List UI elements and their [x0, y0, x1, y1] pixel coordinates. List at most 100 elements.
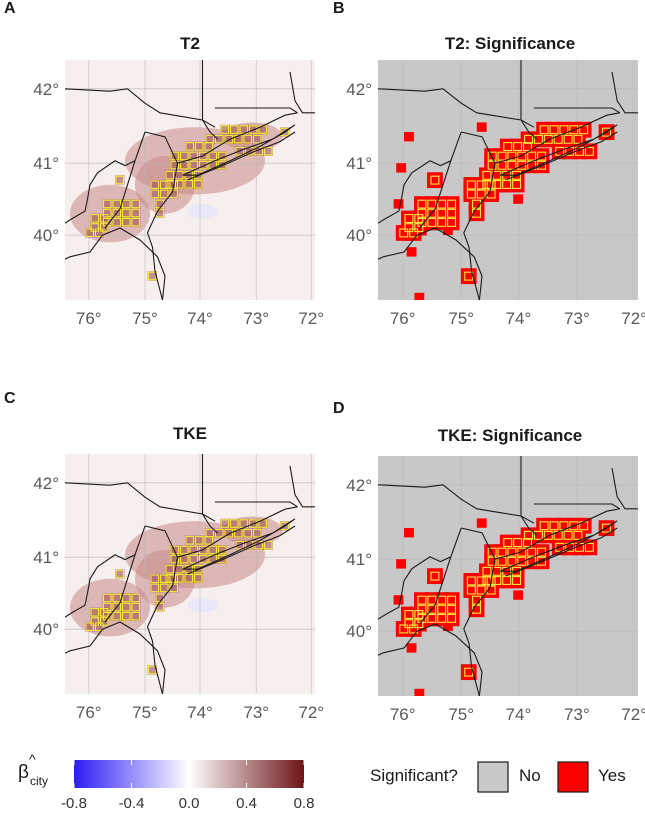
urban-cell-outline — [573, 134, 583, 144]
urban-cell-outline — [476, 189, 486, 199]
effect-cell — [121, 602, 131, 612]
urban-cell-outline — [115, 175, 125, 185]
state-boundary — [520, 60, 537, 140]
effect-cell — [112, 593, 122, 603]
effect-cell — [99, 222, 109, 233]
urban-cell-outline — [539, 125, 549, 135]
significant-cell — [396, 163, 407, 173]
urban-cell-outline — [430, 571, 440, 581]
state-boundary — [520, 456, 537, 536]
effect-cell — [170, 545, 180, 555]
effect-cell — [159, 574, 169, 584]
effect-cell — [121, 199, 131, 209]
urban-cell-outline — [404, 214, 414, 224]
urban-cell-outline — [159, 583, 169, 593]
urban-cell-outline — [399, 624, 409, 634]
urban-cell-outline — [437, 595, 447, 605]
effect-cell — [115, 175, 125, 185]
urban-cell-outline — [94, 228, 104, 238]
urban-cell-outline — [90, 223, 100, 232]
urban-cell-outline — [280, 521, 290, 531]
urban-cell-outline — [121, 217, 131, 227]
urban-cell-outline — [417, 604, 427, 614]
legend-label-yes: Yes — [598, 766, 626, 785]
panel-title-b: T2: Significance — [444, 34, 576, 53]
colorbar-label-subscript: city — [30, 774, 48, 788]
urban-cell-outline — [569, 125, 579, 135]
effect-cell — [99, 616, 109, 627]
effect-cell — [217, 160, 227, 170]
effect-cell — [179, 160, 189, 170]
urban-cell-outline — [513, 142, 523, 152]
urban-cell-outline — [437, 208, 447, 218]
urban-cell-outline — [90, 608, 100, 617]
urban-cell-outline — [482, 566, 492, 576]
urban-cell-outline — [533, 530, 543, 540]
coastline — [65, 227, 166, 300]
urban-cell-outline — [194, 142, 204, 151]
state-boundary — [378, 527, 462, 620]
significant-cell — [393, 595, 404, 605]
map-plot-area — [65, 454, 315, 694]
urban-cell-outline — [99, 608, 109, 617]
urban-cell-outline — [507, 556, 517, 566]
urban-cell-outline — [224, 528, 234, 538]
panel-label-c: C — [4, 390, 16, 407]
effect-cell — [233, 528, 243, 538]
urban-cell-outline — [184, 179, 194, 189]
state-boundary — [494, 112, 620, 164]
effect-cell — [252, 528, 262, 538]
y-tick-label: 40° — [33, 226, 59, 245]
state-boundary — [461, 527, 496, 696]
urban-cell-outline — [569, 521, 579, 531]
y-tick-label: 41° — [346, 154, 372, 173]
panel-title-d: TKE: Significance — [437, 426, 583, 445]
effect-cell — [131, 593, 141, 603]
urban-cell-outline — [170, 151, 180, 161]
effect-cell — [204, 141, 214, 152]
urban-cell-outline — [243, 528, 253, 538]
urban-cell-outline — [217, 160, 227, 170]
state-boundary — [201, 60, 218, 140]
significant-cell — [443, 621, 453, 631]
state-boundary — [378, 131, 462, 224]
urban-cell-outline — [487, 160, 497, 170]
state-boundary — [104, 160, 136, 229]
y-tick-label: 42° — [33, 80, 59, 99]
effect-cell — [258, 518, 268, 529]
urban-cell-outline — [229, 125, 239, 134]
urban-cell-outline — [102, 593, 112, 603]
colorbar-tick-label: 0.4 — [236, 795, 257, 812]
urban-cell-outline — [487, 556, 497, 566]
state-boundary — [494, 508, 620, 560]
urban-cell-outline — [131, 602, 141, 612]
urban-cell-outline — [170, 545, 180, 555]
urban-cell-outline — [409, 228, 419, 238]
significant-cell — [476, 518, 487, 528]
effect-cell — [263, 146, 273, 156]
urban-cell-outline — [537, 160, 547, 170]
y-tick-label: 40° — [346, 226, 372, 245]
effect-cell — [217, 554, 227, 564]
urban-cell-outline — [507, 547, 517, 557]
y-tick-label: 41° — [33, 548, 59, 567]
urban-cell-outline — [112, 199, 122, 209]
urban-cell-outline — [229, 519, 239, 528]
legend-swatch-yes — [557, 761, 589, 793]
urban-cell-outline — [447, 208, 457, 218]
urban-cell-outline — [476, 180, 486, 190]
urban-cell-outline — [427, 199, 437, 209]
state-boundary — [419, 160, 452, 229]
effect-cell — [252, 134, 262, 144]
urban-cell-outline — [235, 146, 245, 156]
panel-label-d: D — [333, 400, 345, 417]
effect-cell — [217, 151, 227, 161]
effect-cell — [208, 151, 218, 161]
x-tick-label: 75° — [448, 309, 474, 328]
colorbar-tick-label: 0.8 — [294, 795, 315, 812]
urban-cell-outline — [584, 542, 594, 552]
urban-cell-outline — [112, 593, 122, 603]
effect-cell — [170, 554, 180, 564]
urban-cell-outline — [189, 151, 199, 161]
